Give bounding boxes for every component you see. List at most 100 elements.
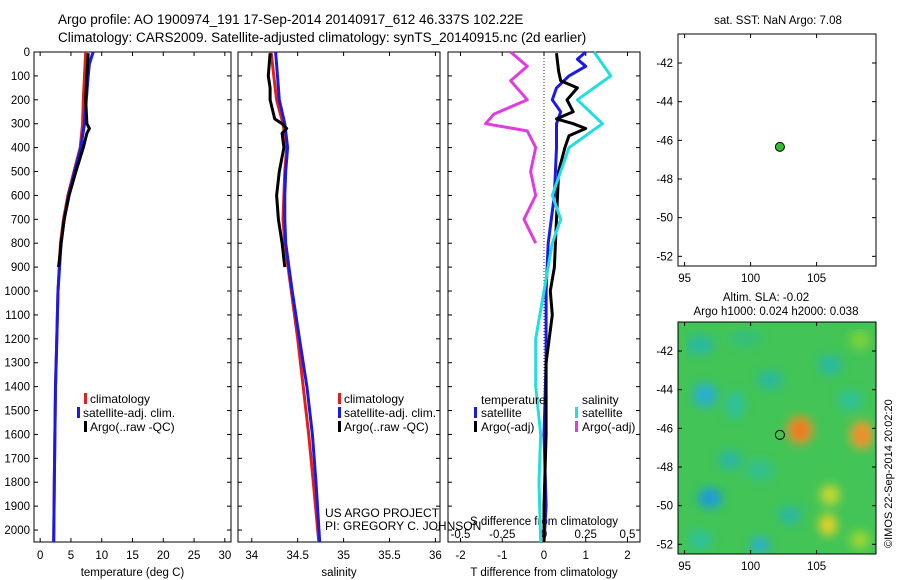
map-y-tick-label: -52 (656, 251, 673, 263)
depth-tick-label: 1100 (5, 310, 30, 322)
pi-name-text: PI: GREGORY C. JOHNSON (325, 519, 481, 533)
series-line-satellite (534, 51, 613, 543)
depth-tick-label: 1900 (4, 501, 30, 513)
temperature-panel: 0100200300400500600700800900100011001200… (4, 47, 232, 579)
sla-map-subtitle: Argo h1000: 0.024 h2000: 0.038 (694, 306, 859, 318)
figure-title: Argo profile: AO 1900974_191 17-Sep-2014… (58, 12, 523, 27)
x-tick-label: 36 (429, 550, 442, 562)
legend-title-salinity: salinity (582, 393, 619, 407)
sla-map-title: Altim. SLA: -0.02 (723, 292, 809, 304)
legend-label-s-satellite: satellite (582, 406, 623, 420)
series-line-satellite-adj--clim- (274, 51, 322, 543)
salinity-panel: 34 34.5 35 35.5 36 salinity (237, 51, 442, 579)
depth-tick-label: 1400 (4, 382, 30, 394)
legend-swatch-s-satellite (575, 407, 578, 418)
depth-tick-label: 1500 (4, 406, 30, 418)
map-y-tick-label: -42 (656, 346, 673, 358)
map-x-tick-label: 95 (678, 561, 691, 573)
float-location-marker (774, 429, 785, 440)
legend-label-argo: Argo(..raw -QC) (90, 420, 175, 434)
map-x-tick-label: 105 (807, 561, 826, 573)
top-x-tick-label: -0.5 (451, 529, 471, 541)
pi-project-text: US ARGO PROJECT (325, 506, 440, 520)
legend-label-s-argo: Argo(-adj) (582, 420, 635, 434)
depth-tick-label: 500 (11, 167, 30, 179)
legend-label-t-satellite: satellite (481, 406, 522, 420)
sst-map-title: sat. SST: NaN Argo: 7.08 (714, 15, 842, 27)
map-y-tick-label: -46 (656, 135, 673, 147)
map-y-tick-label: -46 (656, 423, 673, 435)
legend-title-temperature: temperature (481, 393, 546, 407)
top-x-tick-label: 0.25 (575, 529, 597, 541)
depth-tick-label: 1700 (4, 453, 30, 465)
map-x-tick-label: 95 (678, 273, 691, 285)
depth-tick-label: 0 (24, 47, 30, 59)
depth-tick-label: 800 (11, 238, 30, 250)
legend-label-argo: Argo(..raw -QC) (344, 420, 429, 434)
map-frame (677, 33, 877, 267)
map-y-tick-label: -52 (656, 539, 673, 551)
x-tick-label: 25 (188, 550, 201, 562)
legend-swatch-satellite-clim (338, 407, 341, 418)
map-y-tick-label: -50 (656, 501, 673, 513)
legend-swatch-climatology (338, 393, 341, 404)
map-x-tick-label: 100 (741, 561, 760, 573)
x-tick-label: 0 (541, 550, 547, 562)
depth-tick-label: 1000 (4, 286, 30, 298)
x-axis-label: T difference from climatology (470, 567, 617, 579)
x-tick-label: 5 (68, 550, 74, 562)
x-tick-label: 34.5 (286, 550, 308, 562)
map-y-tick-label: -44 (656, 385, 673, 397)
map-y-tick-label: -50 (656, 213, 673, 225)
map-x-tick-label: 105 (807, 273, 826, 285)
depth-tick-label: 900 (11, 262, 30, 274)
x-tick-label: 30 (218, 550, 231, 562)
x-tick-label: 10 (95, 550, 108, 562)
float-location-marker (774, 141, 785, 152)
legend-swatch-argo (338, 421, 341, 432)
depth-tick-label: 300 (11, 119, 30, 131)
top-x-tick-label: 0.5 (619, 529, 635, 541)
series-line-argo---raw--qc- (266, 53, 289, 268)
x-axis-label: salinity (321, 567, 356, 579)
depth-tick-label: 400 (11, 143, 30, 155)
x-tick-label: 20 (157, 550, 170, 562)
legend-swatch-satellite-clim (77, 407, 80, 418)
plot-frame (237, 51, 441, 543)
legend-swatch-t-argo (474, 421, 477, 432)
temperature-legend: climatology satellite-adj. clim. Argo(..… (77, 392, 175, 434)
plot-frame (33, 51, 232, 543)
x-tick-label: -2 (455, 550, 465, 562)
depth-tick-label: 1200 (4, 334, 30, 346)
map-x-tick-label: 100 (741, 273, 760, 285)
map-y-tick-label: -48 (656, 174, 673, 186)
depth-tick-label: 700 (11, 214, 30, 226)
depth-tick-label: 1600 (4, 429, 30, 441)
legend-swatch-climatology (84, 393, 87, 404)
difference-legend: temperature salinity satellite Argo(-adj… (474, 393, 635, 434)
map-frame (677, 321, 877, 555)
depth-tick-label: 2000 (4, 525, 30, 537)
depth-tick-label: 1800 (4, 477, 30, 489)
figure-subtitle: Climatology: CARS2009. Satellite-adjuste… (58, 30, 586, 45)
legend-label-t-argo: Argo(-adj) (481, 420, 534, 434)
sla-map: 95 100 105 -42 -44 -46 -48 -50 -52 (656, 321, 877, 573)
series-line-argo--adj- (484, 50, 538, 244)
legend-swatch-argo (84, 421, 87, 432)
series-line-argo--adj- (542, 53, 588, 542)
series-line-argo---raw--qc- (57, 53, 91, 268)
x-tick-label: 35.5 (378, 550, 400, 562)
legend-swatch-s-argo (575, 421, 578, 432)
sla-field (678, 322, 876, 554)
depth-tick-label: 100 (11, 71, 30, 83)
x-tick-label: 0 (37, 550, 43, 562)
x-tick-label: 35 (337, 550, 350, 562)
depth-tick-label: 200 (11, 95, 30, 107)
depth-tick-label: 1300 (4, 358, 30, 370)
map-y-tick-label: -44 (656, 97, 673, 109)
legend-label-satellite-clim: satellite-adj. clim. (83, 406, 175, 420)
x-tick-label: 2 (624, 550, 630, 562)
sst-map: 95 100 105 -42 -44 -46 -48 -50 -52 (656, 33, 877, 285)
imos-credit: ©IMOS 22-Sep-2014 20:02:20 (883, 399, 895, 548)
